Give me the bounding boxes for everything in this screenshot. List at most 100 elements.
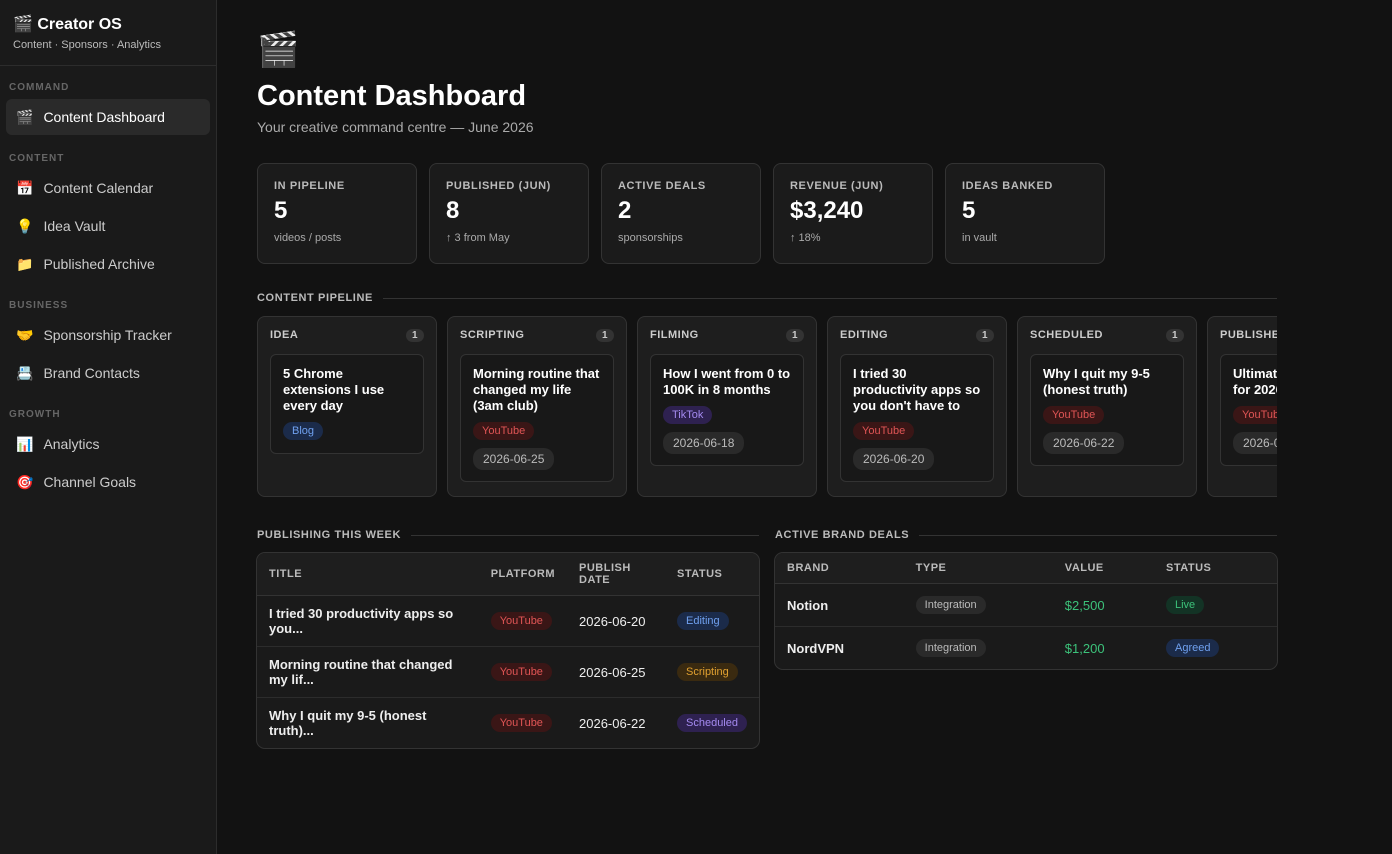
platform-badge: TikTok	[663, 406, 713, 424]
content-card[interactable]: Ultimate desk setup for 2026 YouTube 2026-…	[1220, 354, 1277, 466]
nav-item[interactable]: 💡 Idea Vault	[6, 208, 210, 244]
column-count: 1	[1165, 329, 1184, 342]
table-row[interactable]: I tried 30 productivity apps so you... Yo…	[257, 595, 759, 647]
table-row[interactable]: Notion Integration $2,500 Live	[775, 583, 1277, 627]
cell: Notion	[775, 583, 904, 627]
content-card[interactable]: 5 Chrome extensions I use every day Blog	[270, 354, 424, 454]
pipeline-board: IDEA 1 5 Chrome extensions I use every day…	[257, 316, 1277, 507]
content-card[interactable]: How I went from 0 to 100K in 8 months Tik…	[650, 354, 804, 466]
cell: Editing	[665, 595, 759, 647]
brand-row: 🎬 Creator OS	[13, 14, 203, 34]
cell: Agreed	[1154, 627, 1277, 670]
cell: YouTube	[478, 595, 567, 647]
nav-item[interactable]: 📊 Analytics	[6, 426, 210, 462]
column-name: IDEA	[270, 329, 299, 341]
cell: $1,200	[1064, 640, 1105, 656]
status-badge: Scheduled	[677, 714, 747, 732]
cell: 2026-06-22	[579, 715, 646, 731]
cell: YouTube	[479, 698, 567, 749]
stat-note: videos / posts	[274, 232, 342, 244]
week-table: TITLE PLATFORM PUBLISH DATE STATUS I tried 3…	[257, 553, 759, 748]
status-badge: Editing	[677, 612, 729, 630]
nav-item[interactable]: 🎬 Content Dashboard	[6, 99, 210, 135]
nav-item[interactable]: 📁 Published Archive	[6, 246, 210, 282]
table-header: TITLE PLATFORM PUBLISH DATE STATUS	[257, 553, 759, 596]
cell: Integration	[904, 627, 1053, 670]
content-card[interactable]: I tried 30 productivity apps so you don'…	[840, 354, 994, 482]
nav-icon: 📅	[16, 179, 34, 196]
cell: Scheduled	[665, 698, 759, 749]
nav-item[interactable]: 🎯 Channel Goals	[6, 464, 210, 500]
section-heading: PUBLISHING THIS WEEK	[257, 529, 759, 541]
cell: I tried 30 productivity apps so you...	[257, 595, 479, 647]
pipeline-column: SCRIPTING 1 Morning routine that changed m…	[447, 316, 627, 497]
content-card[interactable]: Morning routine that changed my life (3a…	[460, 354, 614, 482]
stat-card: IDEAS BANKED 5 in vault	[945, 163, 1105, 264]
cell: $2,500	[1052, 583, 1154, 627]
column-count: 1	[975, 329, 994, 342]
nav-icon: 📁	[16, 255, 34, 272]
stat-label: PUBLISHED (JUN)	[446, 180, 551, 192]
platform-badge: YouTube	[473, 422, 535, 440]
nav-section-label: GROWTH	[9, 409, 61, 420]
card-title: Ultimate desk setup for 2026	[1233, 366, 1277, 397]
column-header: IDEA 1	[270, 329, 424, 342]
nav-item[interactable]: 📇 Brand Contacts	[6, 355, 210, 391]
platform-badge: YouTube	[853, 422, 915, 440]
pipeline-column: FILMING 1 How I went from 0 to 100K in 8 m…	[637, 316, 817, 497]
nav-icon: 🎯	[16, 473, 34, 490]
nav-item[interactable]: 📅 Content Calendar	[6, 170, 210, 206]
nav-label: Sponsorship Tracker	[43, 327, 172, 343]
nav-label: Brand Contacts	[43, 365, 140, 381]
nav-label: Analytics	[43, 436, 100, 452]
column-count: 1	[405, 329, 424, 342]
cell: Scripting	[665, 646, 759, 698]
status-badge: Agreed	[1166, 639, 1220, 657]
table-row[interactable]: Morning routine that changed my lif... Yo…	[257, 646, 759, 698]
card-title: I tried 30 productivity apps so you don'…	[853, 366, 981, 413]
platform-badge: Blog	[283, 422, 324, 440]
column-header: EDITING 1	[840, 329, 994, 342]
column-header: BRAND	[775, 553, 904, 584]
table-row[interactable]: NordVPN Integration $1,200 Agreed	[775, 627, 1277, 670]
nav-item[interactable]: 🤝 Sponsorship Tracker	[6, 317, 210, 353]
platform-badge: YouTube	[1233, 406, 1277, 424]
column-header: PUBLISH DATE	[567, 553, 665, 596]
stat-value: 5	[274, 197, 288, 224]
column-count: 1	[785, 329, 804, 342]
nav-section-label: COMMAND	[9, 82, 70, 93]
nav-icon: 🤝	[16, 326, 34, 343]
header-icon: 🎬	[257, 31, 300, 69]
column-header: STATUS	[1154, 553, 1277, 584]
table-row[interactable]: Why I quit my 9-5 (honest truth)... YouTu…	[257, 698, 759, 749]
type-badge: Integration	[915, 596, 986, 614]
card-date: 2026-06-18	[663, 432, 745, 454]
card-date: 2026-06-22	[1043, 432, 1125, 454]
stats-row: IN PIPELINE 5 videos / posts PUBLISHED (JUN…	[257, 163, 1277, 264]
cell: YouTube	[478, 646, 567, 698]
stat-label: ACTIVE DEALS	[618, 180, 706, 192]
stat-label: IN PIPELINE	[274, 180, 345, 192]
main: 🎬 Content Dashboard Your creative command …	[257, 30, 1277, 748]
nav-section-label: CONTENT	[9, 153, 65, 164]
content-card[interactable]: Why I quit my 9-5 (honest truth) YouTube 2…	[1030, 354, 1184, 466]
section-heading: CONTENT PIPELINE	[257, 292, 1277, 304]
column-header: STATUS	[665, 553, 759, 596]
platform-badge: YouTube	[490, 714, 552, 732]
brand-tagline: Content · Sponsors · Analytics	[13, 39, 161, 51]
column-header: SCRIPTING 1	[460, 329, 614, 342]
nav-section-label: BUSINESS	[9, 300, 69, 311]
stat-value: 8	[446, 197, 460, 224]
column-count: 1	[595, 329, 614, 342]
column-name: SCHEDULED	[1030, 329, 1103, 341]
column-header: TYPE	[903, 553, 1053, 584]
table-header: BRAND TYPE VALUE STATUS	[775, 553, 1277, 584]
stat-card: ACTIVE DEALS 2 sponsorships	[601, 163, 761, 264]
card-title: 5 Chrome extensions I use every day	[283, 366, 385, 413]
nav-label: Idea Vault	[43, 218, 106, 234]
brand: 🎬 Creator OS Content · Sponsors · Analyti…	[0, 0, 216, 66]
stat-value: $3,240	[790, 197, 864, 224]
column-header: PUBLISHED1	[1220, 329, 1277, 342]
cell: Why I quit my 9-5 (honest truth)...	[269, 708, 427, 738]
